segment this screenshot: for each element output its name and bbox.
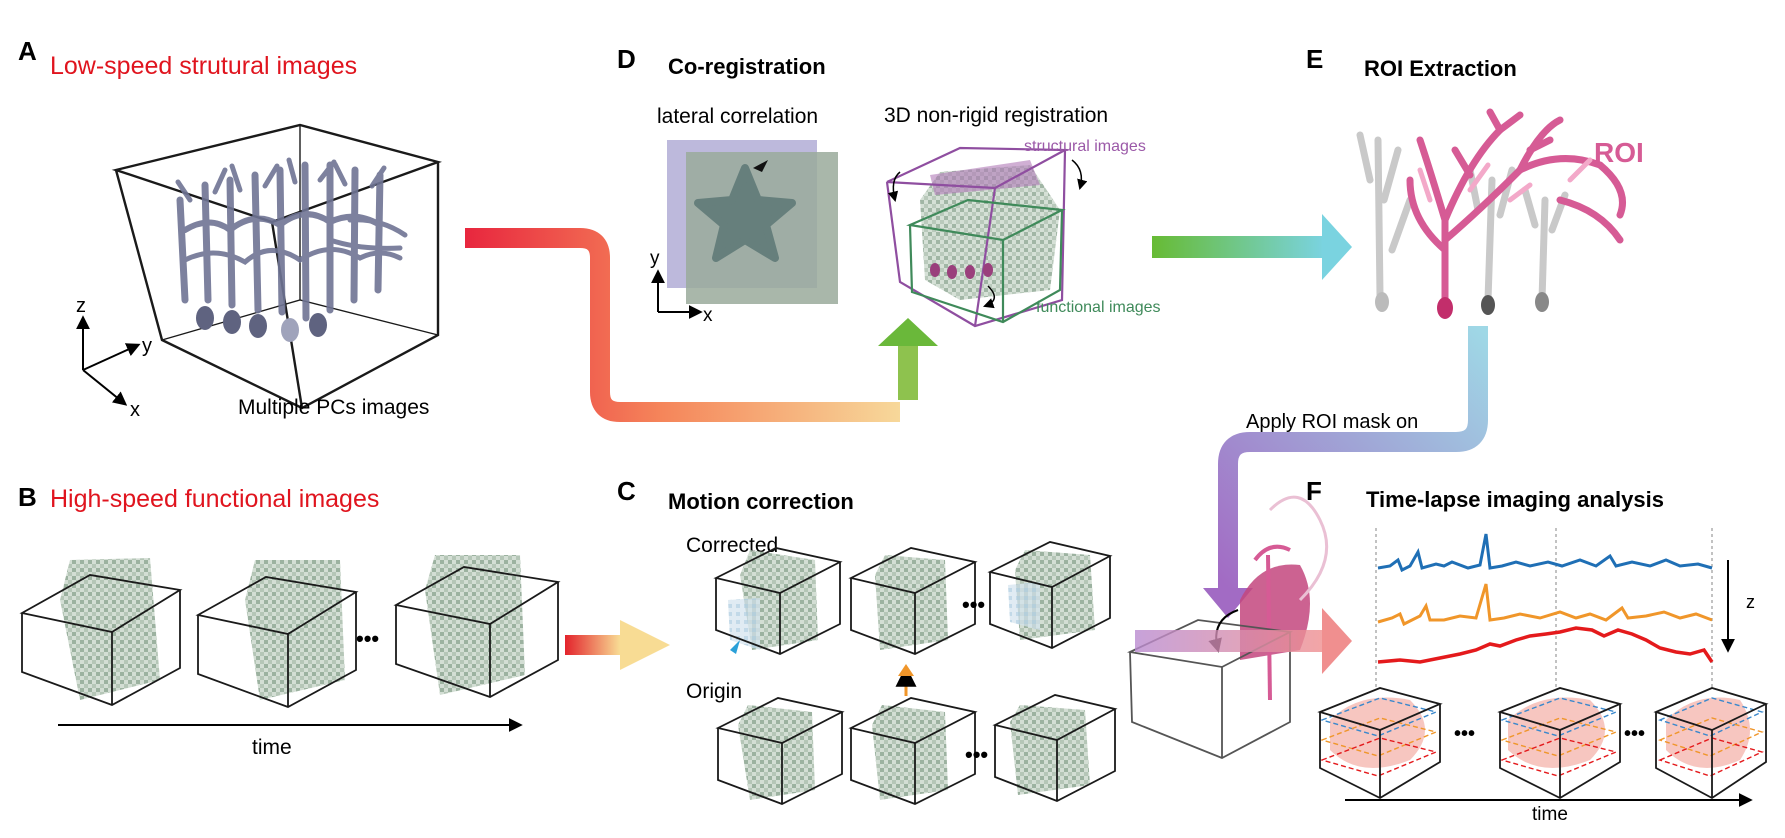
ellipsis-f-2: ••• — [1624, 723, 1645, 745]
roi-dendrite-tree — [1356, 108, 1626, 319]
panel-b-title: High-speed functional images — [50, 485, 379, 513]
ellipsis-f-1: ••• — [1454, 723, 1475, 745]
ellipsis-c-top: ••• — [962, 592, 985, 617]
timelapse-volume-1 — [1317, 687, 1443, 800]
origin-volume-3 — [992, 694, 1118, 802]
panel-c: C Motion correction Corrected Origin ••• — [617, 476, 1118, 805]
ellipsis-b: ••• — [356, 626, 379, 651]
nonrigid-registration-volume — [885, 146, 1088, 328]
arrow-to-f — [1135, 608, 1352, 674]
star-shape — [694, 164, 796, 262]
axis-y-label-d: y — [650, 248, 660, 269]
trace-blue — [1377, 533, 1713, 573]
purkinje-cells-structure — [175, 157, 408, 322]
time-guides — [1375, 528, 1713, 690]
panel-letter-a: A — [18, 36, 37, 66]
panel-a: A Low-speed strutural images — [18, 36, 443, 421]
xy-axes-d — [651, 269, 703, 319]
timelapse-volume-3 — [1653, 687, 1769, 800]
panel-letter-b: B — [18, 482, 37, 512]
lateral-correlation-squares — [667, 140, 838, 304]
corrected-volume-3 — [987, 541, 1113, 649]
trace-orange — [1377, 583, 1713, 627]
panel-letter-f: F — [1306, 476, 1322, 506]
timelapse-volume-2 — [1497, 687, 1623, 800]
cyan-arrowhead — [730, 640, 740, 654]
trace-red — [1377, 626, 1714, 664]
arrow-a-to-d — [465, 228, 938, 498]
functional-volume-1 — [19, 558, 183, 706]
axis-y-label-a: y — [142, 335, 152, 357]
lateral-correlation-label: lateral correlation — [657, 105, 818, 128]
panel-c-title: Motion correction — [668, 489, 854, 514]
panel-d: D Co-registration lateral correlation 3D… — [617, 44, 1161, 328]
axis-z-label-a: z — [76, 295, 86, 317]
arrow-b-to-c — [565, 620, 670, 670]
corrected-volume-1 — [713, 547, 843, 655]
panel-b: B High-speed functional images ••• t — [18, 482, 561, 759]
panel-e: E ROI Extraction ROI — [1203, 44, 1644, 618]
functional-volume-3 — [393, 555, 561, 698]
panel-letter-e: E — [1306, 44, 1323, 74]
origin-volume-2 — [848, 697, 978, 805]
arrow-e-to-f — [1203, 326, 1488, 618]
axis-x-label-a: x — [130, 399, 140, 421]
panel-a-caption: Multiple PCs images — [238, 396, 429, 419]
functional-images-label: functional images — [1036, 299, 1161, 316]
panel-letter-d: D — [617, 44, 636, 74]
panel-a-title: Low-speed strutural images — [50, 52, 357, 80]
axis-x-label-d: x — [703, 305, 713, 326]
panel-f: F Time-lapse imaging analysis z — [1306, 476, 1769, 825]
functional-volume-2 — [195, 560, 359, 708]
ellipsis-c-bottom: ••• — [965, 742, 988, 767]
panel-e-title: ROI Extraction — [1364, 56, 1517, 81]
corrected-volume-2 — [848, 547, 978, 655]
origin-label: Origin — [686, 680, 742, 703]
xyz-axes-a — [76, 315, 141, 406]
panel-f-title: Time-lapse imaging analysis — [1366, 487, 1664, 512]
time-label-f: time — [1532, 804, 1568, 825]
z-label-f: z — [1746, 592, 1755, 612]
apply-roi-mask-label: Apply ROI mask on — [1246, 411, 1418, 433]
structural-images-label: structural images — [1024, 138, 1146, 155]
origin-volume-1 — [715, 697, 845, 805]
nonrigid-label: 3D non-rigid registration — [884, 104, 1108, 127]
arrow-d-to-e — [1152, 214, 1352, 280]
panel-d-title: Co-registration — [668, 54, 826, 79]
panel-letter-c: C — [617, 476, 636, 506]
cell-somas — [196, 306, 327, 342]
time-label-b: time — [252, 736, 292, 759]
